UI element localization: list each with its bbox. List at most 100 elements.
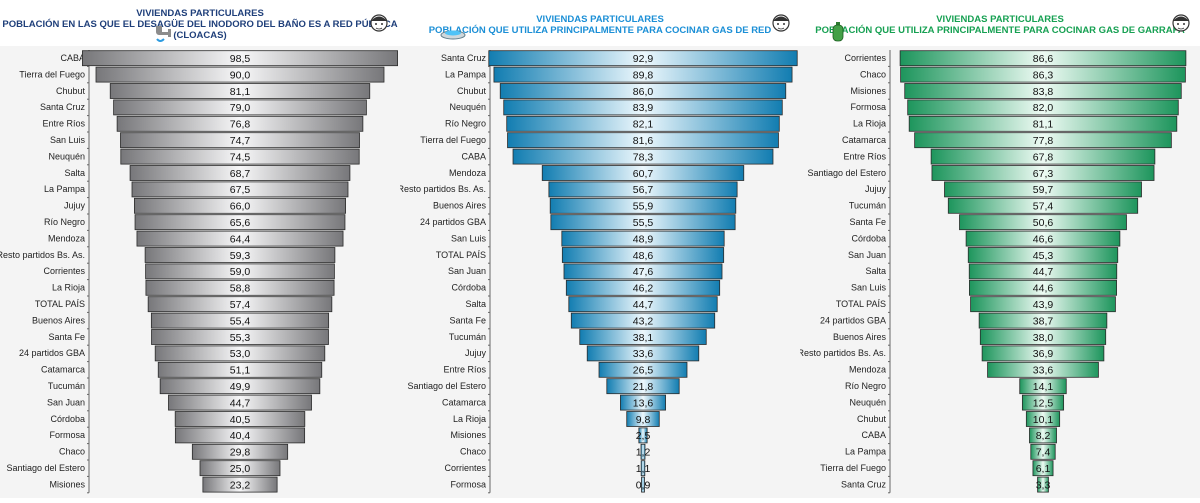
data-label: 64,4 [230, 233, 251, 245]
bar [133, 197, 346, 214]
category-label: 24 partidos GBA [420, 217, 486, 227]
category-label: Buenos Aires [833, 332, 887, 342]
data-label: 55,4 [230, 315, 251, 327]
category-label: 24 partidos GBA [820, 315, 886, 325]
category-label: La Pampa [845, 447, 886, 457]
bar [147, 296, 333, 313]
bar [150, 312, 330, 329]
category-label: Misiones [850, 86, 886, 96]
bar [1025, 411, 1061, 427]
category-label: La Rioja [853, 119, 886, 129]
funnel-chart-cloacas: CABA 98,5 Tierra del Fuego 90,0 Chubut 81,1 Sa… [0, 50, 399, 494]
data-label: 38,1 [633, 332, 654, 344]
category-label: Neuquén [48, 151, 85, 161]
bar [563, 263, 723, 280]
category-label: Salta [865, 266, 886, 276]
data-label: 67,5 [230, 184, 251, 196]
data-label: 90,0 [230, 69, 251, 81]
data-label: 55,5 [633, 217, 654, 229]
bar [930, 148, 1156, 165]
bar [561, 247, 725, 263]
category-label: Tierra del Fuego [820, 463, 886, 473]
bar [561, 230, 725, 247]
bar [506, 115, 780, 132]
bar [202, 476, 278, 493]
data-label: 44,7 [1033, 266, 1054, 278]
bar [969, 279, 1117, 296]
category-label: Formosa [850, 102, 886, 112]
bar [154, 345, 326, 362]
chart-subtitle: POBLACIÓN QUE UTILIZA PRINCIPALMENTE PAR… [815, 25, 1185, 36]
bar [606, 378, 680, 395]
data-label: 82,0 [1033, 102, 1054, 114]
category-label: Tierra del Fuego [19, 69, 85, 79]
data-label: 44,7 [633, 299, 654, 311]
category-label: TOTAL PAÍS [35, 299, 85, 309]
data-label: 83,8 [1033, 86, 1054, 98]
category-label: Entre Ríos [443, 365, 486, 375]
chart-header: VIVIENDAS PARTICULARES POBLACIÓN QUE UTI… [400, 0, 800, 46]
data-label: 86,3 [1033, 69, 1054, 81]
bar [908, 115, 1178, 132]
bar [904, 83, 1182, 99]
data-label: 45,3 [1033, 250, 1054, 262]
category-label: Neuquén [849, 397, 886, 407]
data-label: 38,0 [1033, 332, 1054, 344]
category-label: La Pampa [445, 69, 486, 79]
category-label: Jujuy [465, 348, 487, 358]
data-label: 55,9 [633, 201, 654, 213]
data-label: 74,5 [230, 151, 251, 163]
data-label: 81,6 [633, 135, 654, 147]
bar [947, 197, 1139, 214]
data-label: 65,6 [230, 217, 251, 229]
data-label: 10,1 [1033, 414, 1054, 426]
category-label: La Pampa [44, 184, 85, 194]
category-label: Misiones [450, 430, 486, 440]
bar [144, 247, 336, 263]
bar [191, 443, 289, 460]
category-label: CABA [60, 53, 85, 63]
bar [568, 296, 718, 313]
data-label: 59,7 [1033, 184, 1054, 196]
chart-title: VIVIENDAS PARTICULARES [936, 14, 1064, 25]
data-label: 89,8 [633, 69, 654, 81]
bar [541, 165, 745, 181]
bar [550, 214, 736, 231]
category-label: Santa Cruz [40, 102, 86, 112]
data-label: 13,6 [633, 397, 654, 409]
data-label: 67,3 [1033, 168, 1054, 180]
category-label: Chaco [460, 447, 486, 457]
data-label: 98,5 [230, 53, 251, 65]
data-label: 81,1 [230, 86, 251, 98]
category-label: Mendoza [449, 168, 486, 178]
data-label: 44,6 [1033, 283, 1054, 295]
bar [598, 361, 688, 378]
category-label: San Juan [47, 397, 85, 407]
data-label: 43,2 [633, 315, 654, 327]
category-label: Resto partidos Bs. As. [800, 348, 886, 358]
bar [95, 66, 385, 83]
category-label: Córdoba [50, 414, 85, 424]
category-label: CABA [461, 151, 486, 161]
plot-area: CABA 98,5 Tierra del Fuego 90,0 Chubut 81,1 Sa… [0, 46, 400, 498]
bar [499, 83, 787, 99]
category-label: Santiago del Estero [407, 381, 486, 391]
category-label: Resto partidos Bs. As. [0, 250, 85, 260]
category-label: Catamarca [842, 135, 886, 145]
data-label: 25,0 [230, 463, 251, 475]
category-label: Río Negro [845, 381, 886, 391]
category-label: Catamarca [41, 365, 85, 375]
bar [129, 165, 351, 181]
data-label: 7,4 [1036, 447, 1051, 459]
category-label: San Luis [50, 135, 86, 145]
data-label: 46,2 [633, 283, 654, 295]
category-label: CABA [861, 430, 886, 440]
bar [120, 148, 360, 165]
bar [174, 411, 306, 427]
bar [1019, 378, 1067, 395]
data-label: 44,7 [230, 397, 251, 409]
data-label: 77,8 [1033, 135, 1054, 147]
data-label: 49,9 [230, 381, 251, 393]
category-label: Córdoba [851, 233, 886, 243]
data-label: 26,5 [633, 365, 654, 377]
